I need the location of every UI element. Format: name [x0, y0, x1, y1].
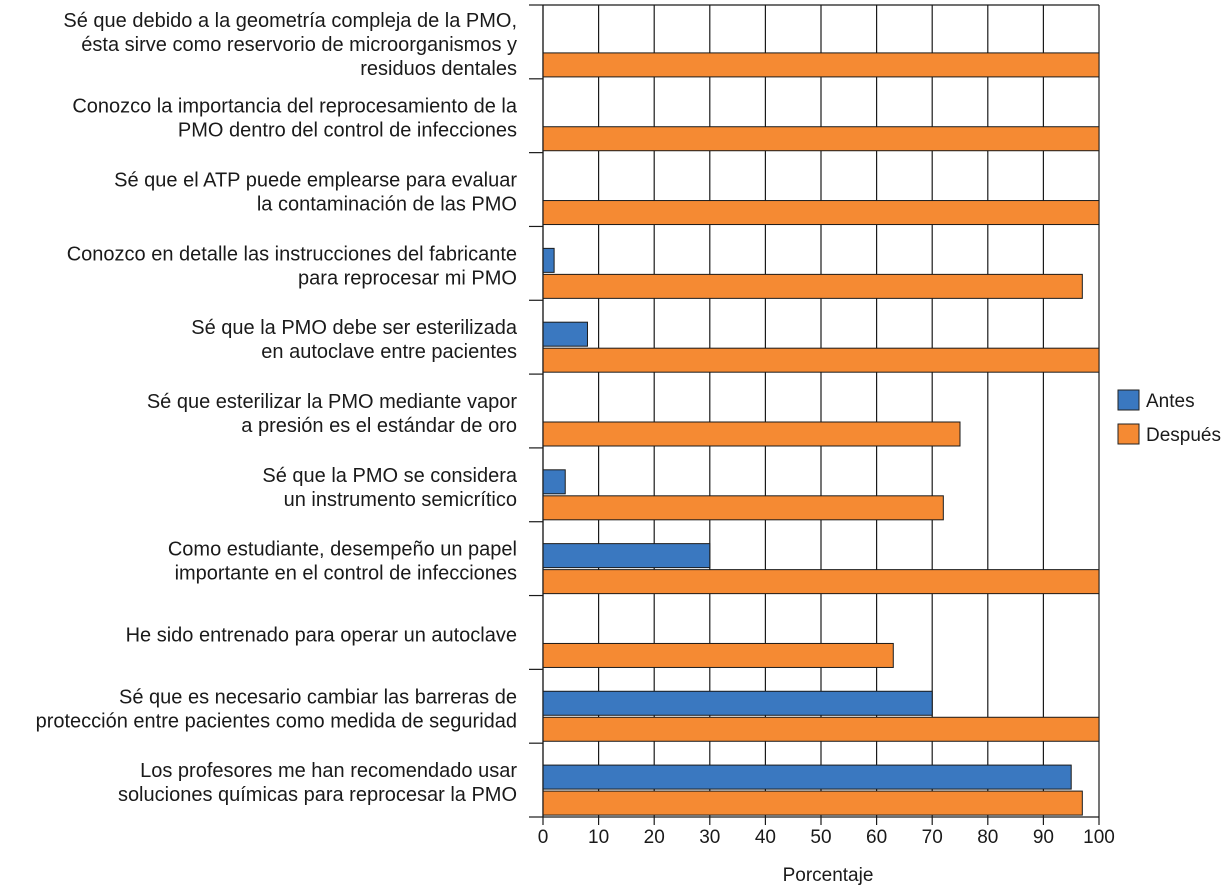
x-tick-label: 80	[977, 827, 998, 848]
category-label: la contaminación de las PMO	[257, 194, 517, 216]
category-label: He sido entrenado para operar un autocla…	[126, 624, 517, 646]
bar-antes-10	[542, 764, 1072, 790]
category-label: protección entre pacientes como medida d…	[36, 710, 517, 732]
category-label: soluciones químicas para reprocesar la P…	[118, 784, 517, 806]
category-label: Sé que es necesario cambiar las barreras…	[119, 686, 517, 708]
category-label: Conozco en detalle las instrucciones del…	[67, 243, 517, 265]
x-tick-label: 30	[699, 827, 720, 848]
category-label: Como estudiante, desempeño un papel	[168, 539, 517, 561]
category-label: Sé que el ATP puede emplearse para evalu…	[114, 170, 517, 192]
legend: Antes Después	[1117, 389, 1221, 446]
bar-después-10	[542, 790, 1083, 816]
bar-antes-3	[542, 247, 555, 273]
category-label: ésta sirve como reservorio de microorgan…	[81, 34, 517, 56]
x-tick-label: 50	[810, 827, 831, 848]
legend-swatch-despues	[1117, 423, 1140, 445]
x-tick-labels: 0 10 20 30 40 50 60 70 80 90 100	[538, 827, 1115, 848]
category-label: Los profesores me han recomendado usar	[140, 760, 517, 782]
category-label: Conozco la importancia del reprocesamien…	[72, 96, 518, 118]
bar-después-4	[542, 347, 1100, 373]
x-tick-label: 0	[538, 827, 549, 848]
bar-después-6	[542, 495, 944, 521]
category-label: Sé que la PMO se considera	[262, 465, 517, 487]
category-labels: Sé que debido a la geometría compleja de…	[36, 10, 518, 806]
bar-después-8	[542, 642, 894, 668]
bar-después-9	[542, 716, 1100, 742]
category-label: un instrumento semicrítico	[284, 489, 517, 511]
category-label: Sé que debido a la geometría compleja de…	[63, 10, 517, 32]
category-label: para reprocesar mi PMO	[298, 267, 517, 289]
x-tick-label: 60	[866, 827, 887, 848]
axes	[529, 4, 1100, 825]
bar-antes-4	[542, 321, 588, 347]
bar-antes-6	[542, 469, 566, 495]
bar-después-5	[542, 421, 961, 447]
bar-después-2	[542, 200, 1100, 226]
legend-label-despues: Después	[1146, 425, 1221, 446]
bar-antes-9	[542, 690, 933, 716]
bar-antes-7	[542, 543, 711, 569]
legend-label-antes: Antes	[1146, 391, 1195, 412]
category-label: Sé que la PMO debe ser esterilizada	[191, 317, 518, 339]
category-label: residuos dentales	[360, 58, 517, 80]
x-tick-label: 40	[755, 827, 776, 848]
category-label: en autoclave entre pacientes	[261, 341, 517, 363]
category-label: PMO dentro del control de infecciones	[178, 120, 517, 142]
x-axis-title: Porcentaje	[783, 865, 874, 886]
x-tick-label: 20	[644, 827, 665, 848]
bar-después-1	[542, 126, 1100, 152]
legend-swatch-antes	[1117, 389, 1140, 411]
category-label: Sé que esterilizar la PMO mediante vapor	[147, 391, 518, 413]
category-label: importante en el control de infecciones	[175, 563, 517, 585]
x-tick-label: 100	[1083, 827, 1115, 848]
category-label: a presión es el estándar de oro	[241, 415, 517, 437]
bar-después-7	[542, 569, 1100, 595]
x-tick-label: 70	[922, 827, 943, 848]
bar-después-3	[542, 273, 1083, 299]
x-tick-label: 90	[1033, 827, 1054, 848]
x-tick-label: 10	[588, 827, 609, 848]
bar-después-0	[542, 52, 1100, 78]
